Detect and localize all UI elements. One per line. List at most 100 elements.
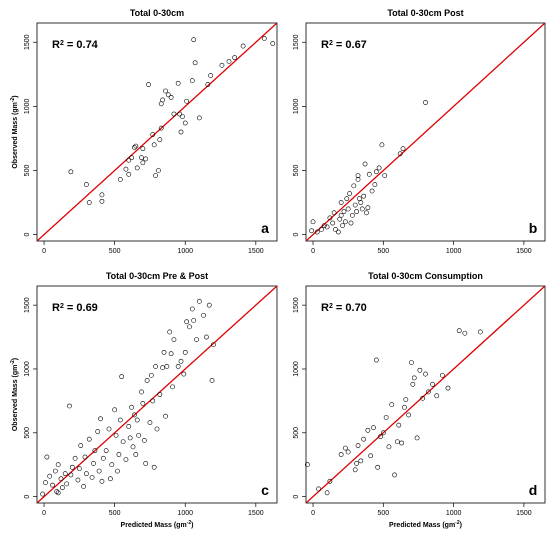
data-point [47,473,53,479]
data-point [178,129,184,135]
data-point [99,198,105,204]
fit-line [306,286,545,503]
data-point [150,132,156,137]
data-point [86,436,92,442]
data-point [68,472,74,478]
data-point [109,462,115,468]
data-point [133,452,139,457]
x-tick-label: 1000 [177,248,193,255]
r-squared-symbol: R [321,39,329,51]
x-tick-label: 0 [311,510,315,517]
data-point [127,435,133,441]
data-point [394,439,400,445]
data-point [261,35,267,41]
data-point [386,444,392,450]
data-point [170,384,175,390]
data-point [157,392,163,397]
chart-title: Total 0-30cm Pre & Post [106,271,208,281]
data-point [379,142,385,148]
data-point [373,357,379,363]
data-point [400,146,406,152]
data-point [146,82,151,87]
data-point [316,486,322,492]
data-point [117,177,123,182]
data-point [120,439,126,445]
data-point [372,182,378,187]
plot-frame [305,22,546,242]
data-point [196,115,202,121]
data-point [153,364,158,369]
data-point [189,78,195,84]
data-point [366,171,372,177]
data-point [425,389,431,395]
data-point [89,475,95,480]
y-axis-label-sup: -2 [10,97,16,102]
data-point [205,82,211,87]
data-point [160,97,166,103]
data-point [375,464,381,470]
y-axis-label: Observed Mass (gm-2) [10,95,19,168]
data-point [134,165,140,171]
data-point [345,449,351,455]
data-point [178,358,184,364]
y-axis-label-close: ) [12,358,19,360]
chart-panel-b: Total 0-30cm Post 0 500 1000 1500 0 500 1000 150… [293,8,546,255]
data-point [219,62,225,68]
x-tick-label: 0 [42,510,46,517]
data-point [380,430,386,436]
data-point [206,302,212,308]
data-point [54,489,60,494]
data-point [112,407,118,413]
data-point [365,427,371,433]
data-point [99,192,105,198]
data-point [445,385,451,391]
x-axis-label-text: Predicted Mass (gm [121,522,187,529]
r-squared-sup: 2 [60,303,64,310]
data-point [158,125,164,131]
data-point [364,210,369,216]
panel-label: d [529,482,538,498]
data-point [50,482,55,488]
data-point [143,461,149,466]
data-point [411,375,417,381]
data-point [389,402,395,408]
y-axis-label-sup: -2 [10,360,16,365]
x-axis-label: Predicted Mass (gm-2) [389,520,462,529]
x-tick-label: 1500 [516,510,532,517]
data-point [133,143,139,149]
data-point [126,424,132,429]
r-squared-value: = 0.69 [64,302,98,314]
data-point [171,337,177,343]
data-point [354,209,360,214]
data-point [434,393,440,399]
data-point [126,157,132,163]
data-point [164,364,170,369]
data-point [204,334,209,340]
panel-label: b [529,220,538,236]
data-point [209,378,215,383]
data-point [103,448,109,454]
data-point [324,490,330,496]
data-point [140,160,146,166]
data-point [84,182,89,187]
data-point [113,432,119,438]
data-point [319,227,324,232]
data-point [44,454,50,460]
data-point [240,43,246,49]
fit-line [306,23,545,241]
data-point [168,351,174,357]
data-point [423,100,428,105]
x-tick-label: 500 [109,510,121,517]
data-point [420,395,426,401]
x-tick-label: 1000 [177,510,193,517]
data-point [402,404,407,410]
data-point [139,389,144,395]
r-squared-sup: 2 [60,40,64,47]
chart-title: Total 0-30cm [130,8,184,18]
data-point [305,462,310,468]
r-squared-sup: 2 [329,40,333,47]
data-point [365,205,371,211]
data-point [58,476,64,482]
x-tick-label: 1000 [446,248,462,255]
data-point [100,455,106,461]
